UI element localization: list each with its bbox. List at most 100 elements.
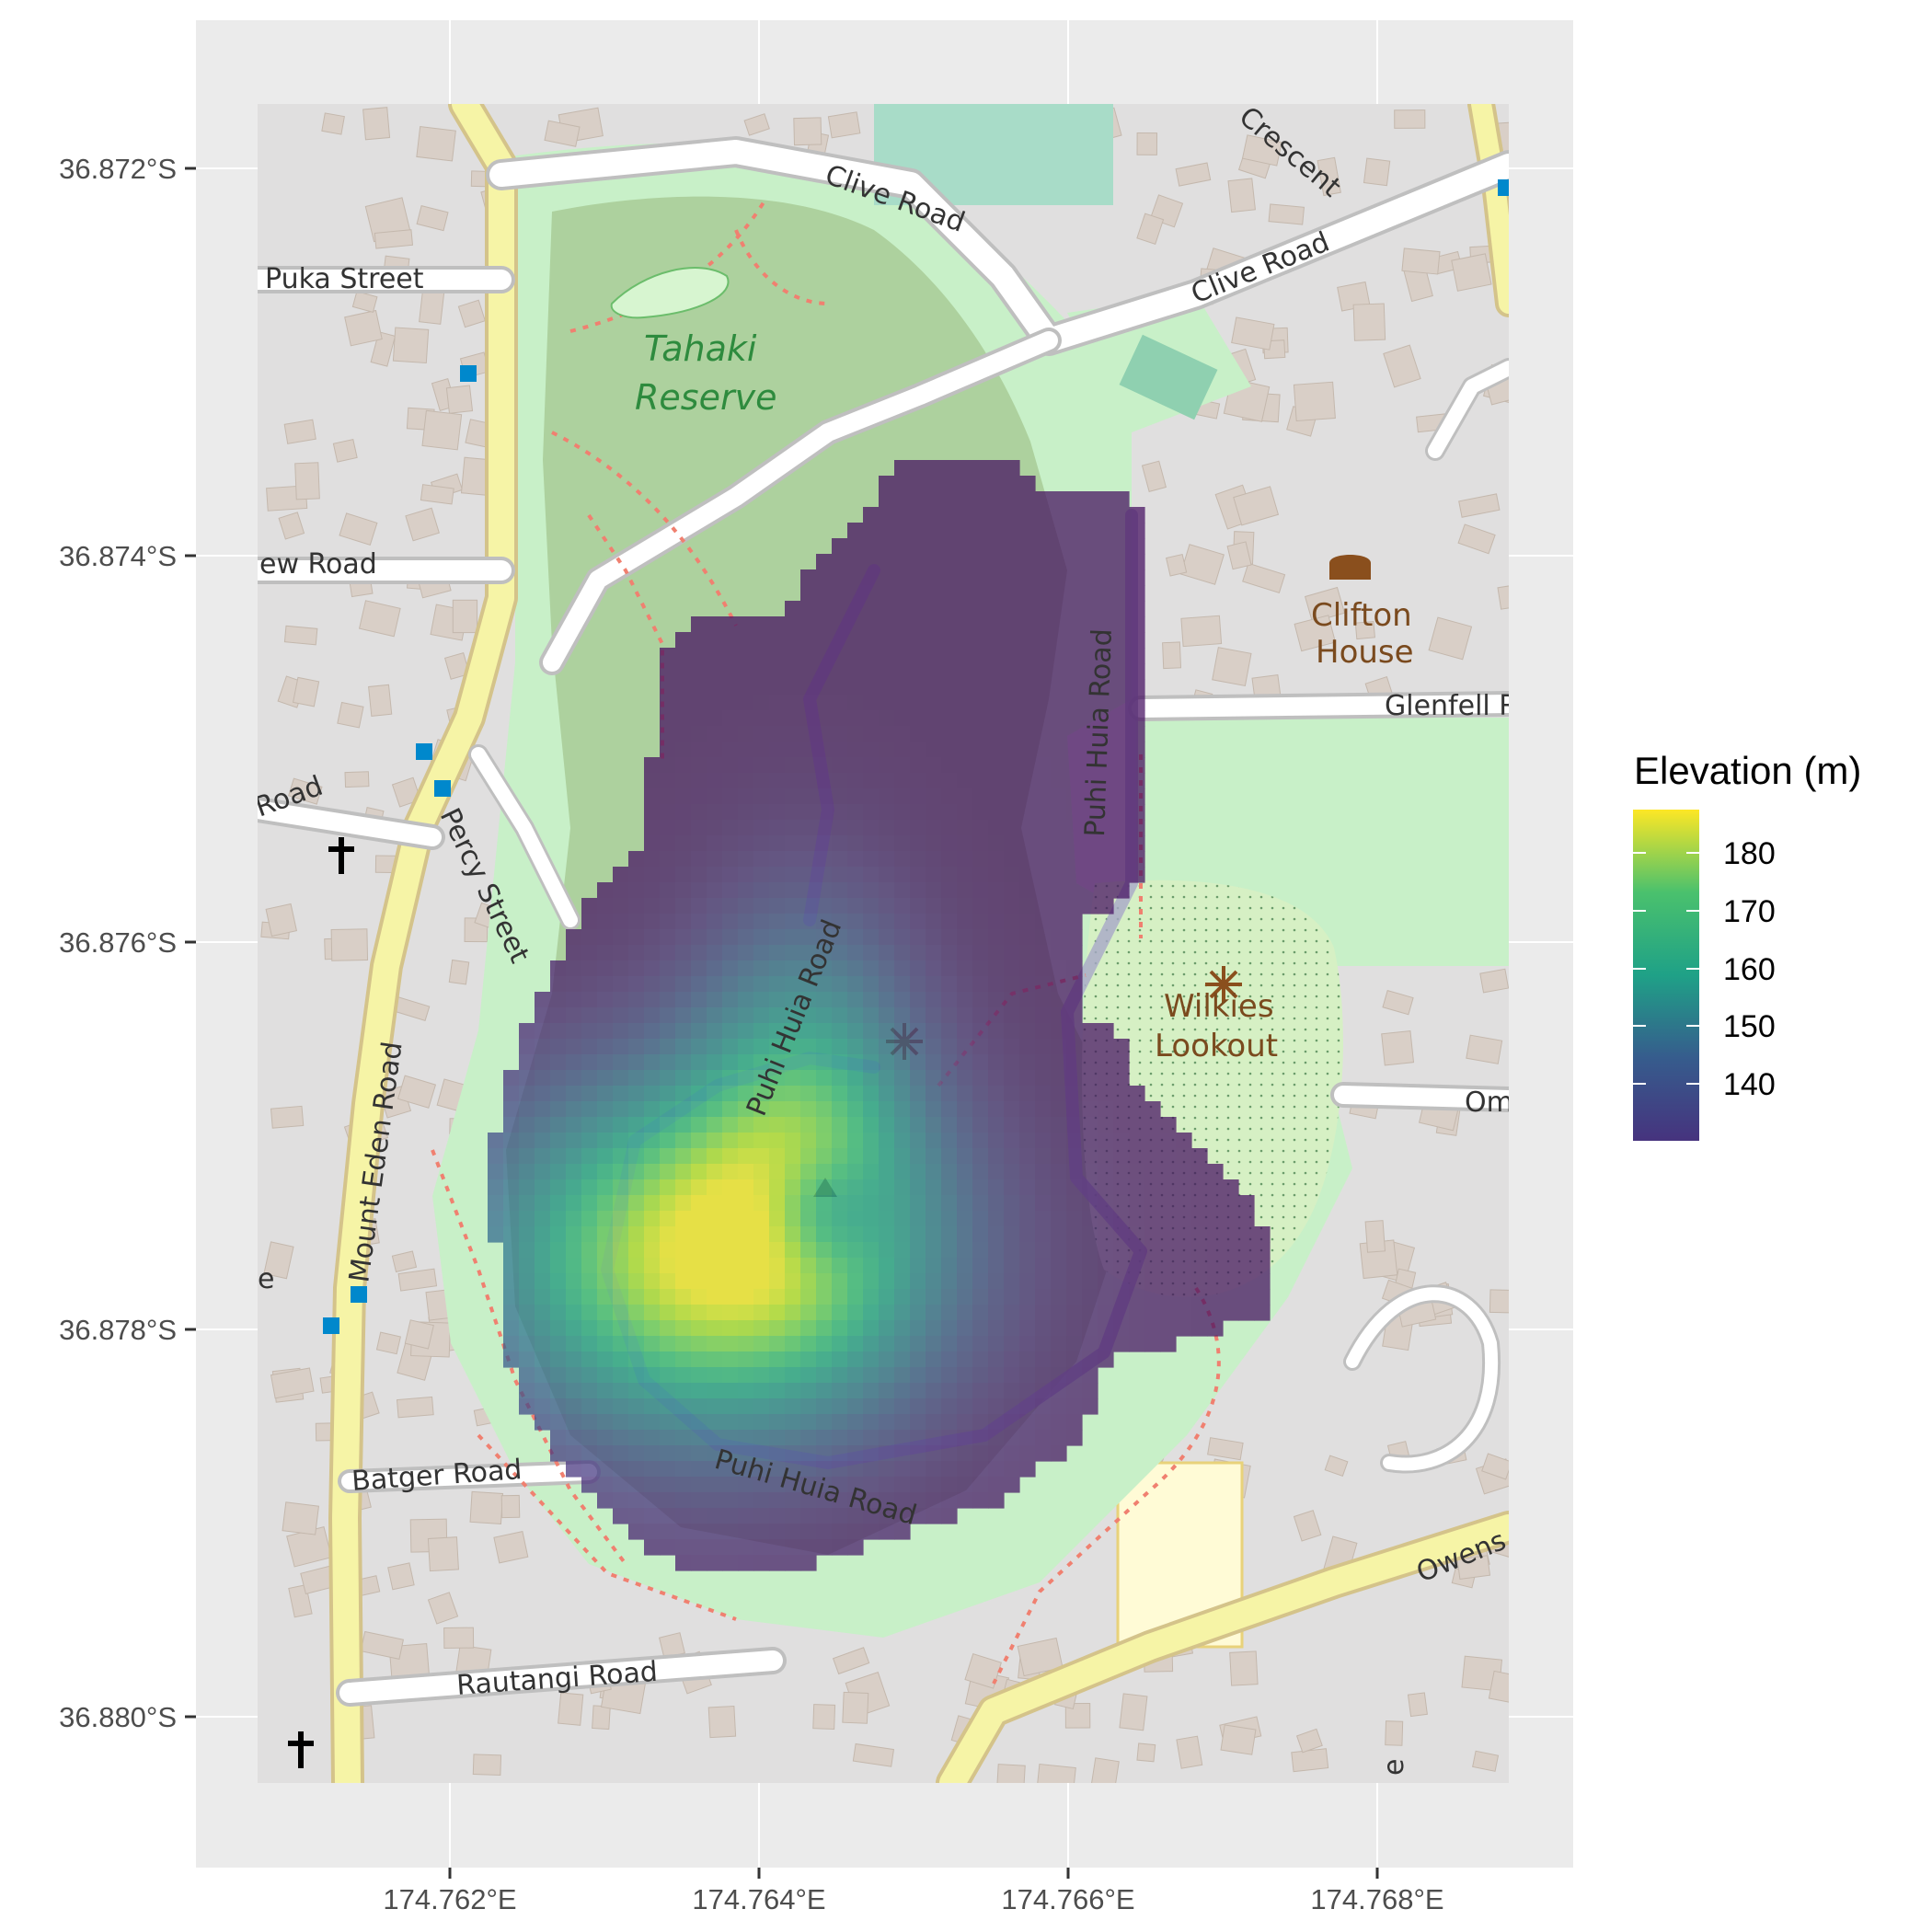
raster-cell <box>566 1414 582 1431</box>
raster-cell <box>816 1367 833 1384</box>
raster-cell <box>581 1007 598 1024</box>
raster-cell <box>550 1430 567 1446</box>
raster-cell <box>613 1195 629 1212</box>
raster-cell <box>1035 1195 1052 1212</box>
raster-cell <box>581 1164 598 1180</box>
raster-cell <box>738 835 754 852</box>
raster-cell <box>722 1289 739 1305</box>
raster-cell <box>644 914 661 930</box>
raster-cell <box>1051 554 1067 570</box>
raster-cell <box>1082 648 1098 664</box>
raster-cell <box>675 820 692 836</box>
raster-cell <box>1238 1195 1255 1212</box>
raster-cell <box>707 882 723 899</box>
raster-cell <box>722 1320 739 1337</box>
raster-cell <box>910 1195 926 1212</box>
raster-cell <box>785 1054 801 1071</box>
raster-cell <box>832 1195 848 1212</box>
raster-cell <box>628 1086 645 1102</box>
raster-cell <box>1113 1117 1130 1133</box>
raster-cell <box>675 1070 692 1087</box>
raster-cell <box>1098 1039 1114 1055</box>
raster-cell <box>785 632 801 649</box>
raster-cell <box>753 1414 770 1431</box>
raster-cell <box>581 1414 598 1431</box>
raster-cell <box>675 835 692 852</box>
raster-cell <box>675 804 692 821</box>
raster-cell <box>628 976 645 993</box>
raster-cell <box>863 1336 880 1352</box>
raster-cell <box>691 1195 707 1212</box>
raster-cell <box>941 788 958 805</box>
raster-cell <box>879 507 895 523</box>
raster-cell <box>753 945 770 961</box>
raster-cell <box>1098 1101 1114 1118</box>
raster-cell <box>941 1351 958 1368</box>
raster-cell <box>863 1414 880 1431</box>
raster-cell <box>957 992 973 1008</box>
raster-cell <box>1004 1367 1020 1384</box>
raster-cell <box>644 1101 661 1118</box>
raster-cell <box>753 1179 770 1196</box>
raster-cell <box>1098 1023 1114 1040</box>
raster-cell <box>926 851 942 868</box>
raster-cell <box>753 1007 770 1024</box>
raster-cell <box>894 851 911 868</box>
raster-cell <box>1035 788 1052 805</box>
raster-cell <box>691 1508 707 1524</box>
raster-cell <box>972 1117 989 1133</box>
raster-cell <box>957 460 973 477</box>
raster-cell <box>800 1054 817 1071</box>
raster-cell <box>972 1320 989 1337</box>
raster-cell <box>910 867 926 883</box>
raster-cell <box>926 1383 942 1399</box>
raster-cell <box>1129 1226 1145 1243</box>
raster-cell <box>957 1414 973 1431</box>
raster-cell <box>910 523 926 539</box>
raster-cell <box>894 491 911 508</box>
raster-cell <box>769 1211 786 1227</box>
raster-cell <box>1066 1242 1083 1259</box>
raster-cell <box>1066 523 1083 539</box>
building <box>1162 641 1182 670</box>
raster-cell <box>675 695 692 711</box>
raster-cell <box>1035 1273 1052 1290</box>
raster-cell <box>1004 742 1020 758</box>
building <box>375 1331 401 1355</box>
raster-cell <box>879 914 895 930</box>
raster-cell <box>988 835 1005 852</box>
raster-cell <box>785 835 801 852</box>
raster-cell <box>1004 1305 1020 1321</box>
raster-cell <box>1019 507 1036 523</box>
raster-cell <box>816 1070 833 1087</box>
raster-cell <box>972 663 989 680</box>
raster-cell <box>1051 1336 1067 1352</box>
raster-cell <box>722 804 739 821</box>
raster-cell <box>535 1148 551 1165</box>
raster-cell <box>1082 1148 1098 1165</box>
raster-cell <box>1035 757 1052 774</box>
raster-cell <box>832 1461 848 1478</box>
raster-cell <box>753 1023 770 1040</box>
raster-cell <box>1176 1195 1192 1212</box>
raster-cell <box>691 1289 707 1305</box>
building <box>1458 493 1501 518</box>
raster-cell <box>753 773 770 789</box>
raster-cell <box>1113 1101 1130 1118</box>
raster-cell <box>863 616 880 633</box>
axis-ticks <box>185 167 1379 1879</box>
raster-cell <box>644 1039 661 1055</box>
raster-cell <box>707 788 723 805</box>
building <box>1119 1693 1148 1731</box>
raster-cell <box>628 1117 645 1133</box>
raster-cell <box>691 929 707 946</box>
raster-cell <box>753 976 770 993</box>
raster-cell <box>519 1289 535 1305</box>
raster-cell <box>800 820 817 836</box>
raster-cell <box>707 1023 723 1040</box>
raster-cell <box>597 1242 614 1259</box>
raster-cell <box>988 1258 1005 1274</box>
raster-cell <box>644 1477 661 1493</box>
raster-cell <box>660 960 676 977</box>
raster-cell <box>1019 1211 1036 1227</box>
